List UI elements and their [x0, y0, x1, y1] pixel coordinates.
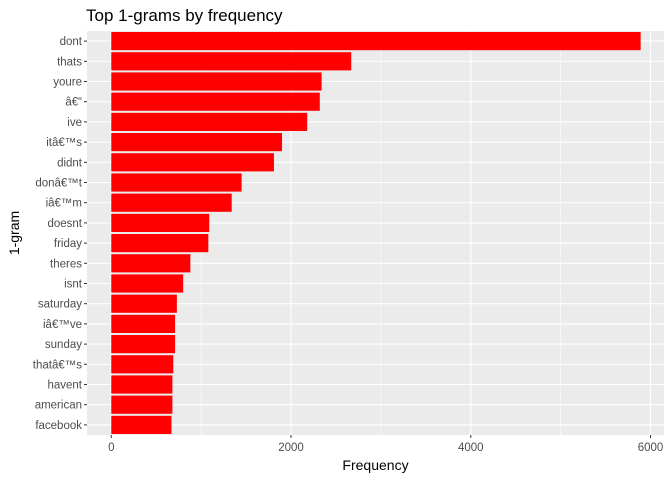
y-tick-label: american — [35, 400, 82, 412]
bar-11 — [111, 234, 209, 253]
plot-panel — [87, 31, 664, 435]
bar-12 — [111, 254, 191, 273]
bar-7 — [111, 153, 274, 172]
x-tick-label: 4000 — [458, 442, 484, 454]
y-tick-label: ive — [67, 117, 82, 129]
bar-15 — [111, 314, 176, 333]
y-tick-label: thats — [57, 56, 82, 68]
x-tick-label: 2000 — [278, 442, 304, 454]
y-tick-label: facebook — [35, 420, 82, 432]
bar-20 — [111, 415, 172, 434]
bar-14 — [111, 294, 177, 313]
y-tick-label: youre — [53, 77, 82, 89]
bar-9 — [111, 193, 232, 212]
y-tick-label: itâ€™s — [46, 137, 82, 149]
x-tick-label: 6000 — [638, 442, 664, 454]
y-tick-label: iâ€™ve — [43, 319, 82, 331]
bar-5 — [111, 112, 308, 131]
y-tick-label: dont — [60, 36, 83, 48]
y-tick-label: sunday — [45, 339, 82, 351]
y-tick-label: â€“ — [65, 97, 82, 109]
y-axis-title: 1-gram — [6, 211, 22, 255]
bar-6 — [111, 133, 283, 152]
bar-18 — [111, 375, 173, 394]
x-axis: 0 2000 4000 6000 — [108, 435, 663, 454]
y-tick-label: theres — [50, 258, 82, 270]
bar-10 — [111, 213, 210, 232]
y-tick-label: donâ€™t — [35, 178, 82, 190]
bar-16 — [111, 335, 176, 354]
y-tick-label: iâ€™m — [46, 198, 82, 210]
bar-17 — [111, 355, 174, 374]
bar-19 — [111, 395, 173, 414]
bar-8 — [111, 173, 242, 192]
bar-1 — [111, 32, 641, 51]
y-tick-label: didnt — [57, 157, 83, 169]
x-axis-title: Frequency — [342, 457, 408, 473]
y-tick-label: friday — [54, 238, 82, 250]
chart-title: Top 1-grams by frequency — [86, 6, 283, 25]
y-tick-label: doesnt — [47, 218, 82, 230]
y-tick-label: thatâ€™s — [33, 359, 82, 371]
bars — [111, 32, 641, 434]
y-tick-label: isnt — [64, 279, 83, 291]
bar-3 — [111, 72, 322, 91]
y-tick-label: havent — [47, 380, 82, 392]
bar-4 — [111, 92, 320, 111]
bar-2 — [111, 52, 352, 71]
y-tick-label: saturday — [38, 299, 82, 311]
y-axis: dont thats youre â€“ ive itâ€™s didnt donâ€™t iâ… — [33, 36, 87, 432]
bar-13 — [111, 274, 184, 293]
x-tick-label: 0 — [108, 442, 114, 454]
